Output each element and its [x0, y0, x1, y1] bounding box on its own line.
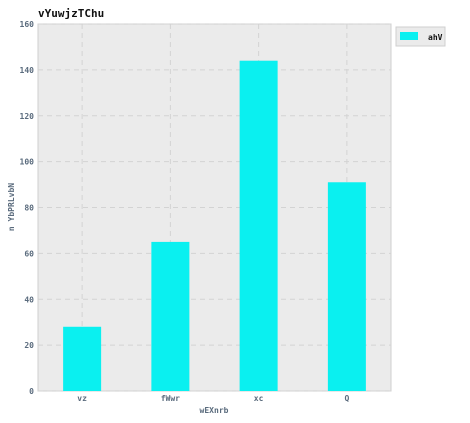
x-axis-ticks: vz fWwr xc Q — [77, 394, 349, 403]
y-tick-label: 40 — [24, 295, 34, 304]
y-axis-label: n YbPRLvbN — [7, 183, 16, 231]
bars — [63, 60, 366, 391]
y-tick-label: 100 — [20, 158, 35, 167]
bar-vz — [63, 326, 102, 391]
legend-label: ahV — [428, 33, 443, 42]
x-tick-label: Q — [344, 394, 349, 403]
legend: ahV — [395, 26, 446, 47]
legend-box — [395, 26, 446, 47]
x-tick-label: xc — [254, 394, 264, 403]
legend-swatch — [400, 32, 418, 40]
bar-xc — [239, 60, 278, 391]
y-tick-label: 20 — [24, 341, 34, 350]
y-tick-label: 0 — [29, 387, 34, 396]
y-axis-ticks: 0 20 40 60 80 100 120 140 160 — [20, 20, 35, 396]
y-tick-label: 140 — [20, 66, 35, 75]
bar-fWwr — [151, 241, 190, 391]
bar-Q — [327, 182, 366, 391]
x-tick-label: vz — [77, 394, 87, 403]
x-tick-label: fWwr — [161, 394, 180, 403]
y-tick-label: 80 — [24, 204, 34, 213]
x-axis-label: wEXnrb — [200, 406, 229, 415]
y-tick-label: 160 — [20, 20, 35, 29]
y-tick-label: 120 — [20, 112, 35, 121]
chart-title: vYuwjzTChu — [38, 7, 104, 20]
y-tick-label: 60 — [24, 249, 34, 258]
